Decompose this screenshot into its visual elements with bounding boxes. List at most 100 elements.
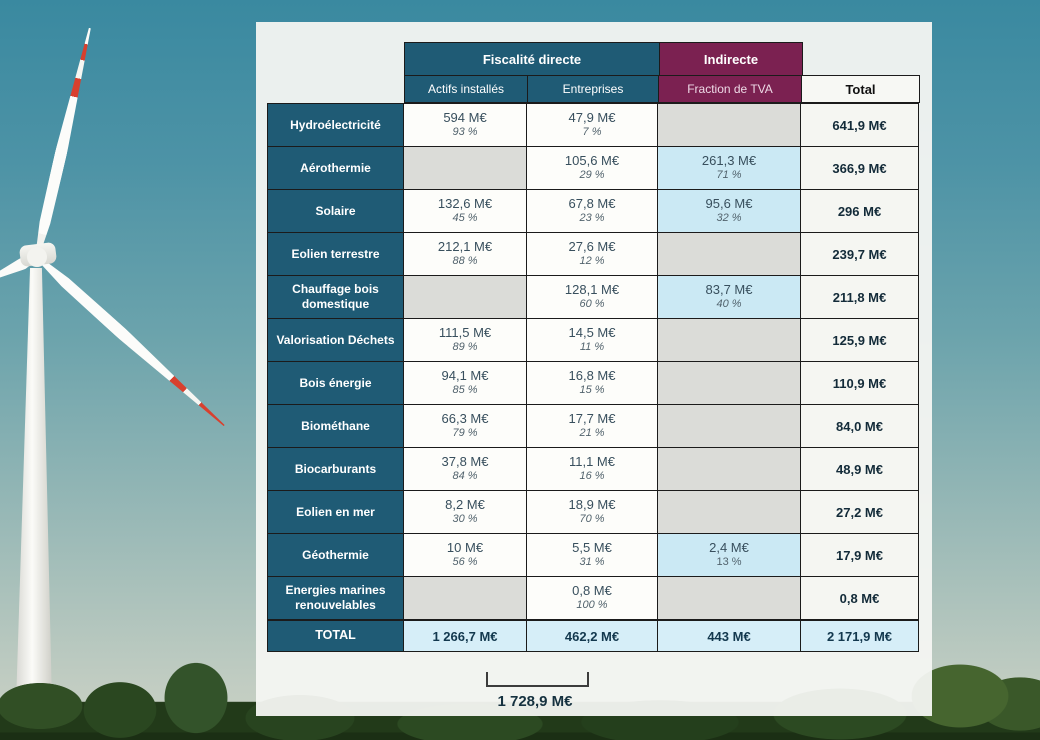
tva-percentage: 13 % (716, 555, 742, 568)
table-row: Eolien en mer 8,2 M€ 30 % 18,9 M€ 70 % 2… (267, 490, 923, 534)
cell-actifs-installes: 8,2 M€ 30 % (403, 490, 527, 534)
cell-actifs-installes: 111,5 M€ 89 % (403, 318, 527, 362)
table-row: Géothermie 10 M€ 56 % 5,5 M€ 31 % 2,4 M€… (267, 533, 923, 577)
actifs-percentage: 84 % (452, 469, 478, 482)
cell-fraction-tva: 83,7 M€ 40 % (657, 275, 801, 319)
entreprises-value: 67,8 M€ (568, 196, 616, 212)
table-row: Biocarburants 37,8 M€ 84 % 11,1 M€ 16 % … (267, 447, 923, 491)
cell-actifs-installes: 594 M€ 93 % (403, 103, 527, 147)
cell-row-total: 84,0 M€ (800, 404, 919, 448)
cell-row-total: 110,9 M€ (800, 361, 919, 405)
cell-actifs-installes: 37,8 M€ 84 % (403, 447, 527, 491)
row-label: Aérothermie (267, 146, 404, 190)
cell-entreprises: 47,9 M€ 7 % (526, 103, 658, 147)
row-label-text: Eolien terrestre (291, 246, 380, 261)
row-label-text: Chauffage bois domestique (292, 282, 379, 311)
entreprises-percentage: 29 % (579, 168, 605, 181)
direct-tax-total: 1 728,9 M€ (497, 693, 573, 710)
entreprises-percentage: 12 % (579, 254, 605, 267)
entreprises-value: 17,7 M€ (568, 411, 616, 427)
energy-tax-table: Fiscalité directe Indirecte Actifs insta… (267, 42, 923, 652)
row-total-value: 17,9 M€ (836, 547, 883, 563)
cell-entreprises: 105,6 M€ 29 % (526, 146, 658, 190)
actifs-percentage: 85 % (452, 383, 478, 396)
row-label: Energies marines renouvelables (267, 576, 404, 620)
cell-entreprises: 18,9 M€ 70 % (526, 490, 658, 534)
row-total-value: 27,2 M€ (836, 504, 883, 520)
total-entreprises-value: 462,2 M€ (564, 628, 620, 644)
header-fiscalite-directe: Fiscalité directe (404, 42, 660, 76)
cell-actifs-installes: 94,1 M€ 85 % (403, 361, 527, 405)
entreprises-value: 14,5 M€ (568, 325, 616, 341)
row-label-text: Valorisation Déchets (276, 332, 395, 347)
turbine-hub (27, 247, 47, 267)
tva-percentage: 32 % (716, 211, 742, 224)
cell-row-total: 296 M€ (800, 189, 919, 233)
actifs-value: 212,1 M€ (437, 239, 493, 255)
total-grand-cell: 2 171,9 M€ (800, 620, 919, 652)
total-row: TOTAL 1 266,7 M€ 462,2 M€ 443 M€ 2 171,9… (267, 620, 923, 652)
cell-actifs-installes (403, 576, 527, 620)
row-label: Eolien terrestre (267, 232, 404, 276)
row-total-value: 641,9 M€ (832, 117, 887, 133)
header-columns-row: Actifs installés Entreprises Fraction de… (267, 75, 923, 103)
cell-actifs-installes: 66,3 M€ 79 % (403, 404, 527, 448)
actifs-value: 111,5 M€ (438, 325, 492, 341)
row-label: Biométhane (267, 404, 404, 448)
cell-row-total: 125,9 M€ (800, 318, 919, 362)
cell-entreprises: 27,6 M€ 12 % (526, 232, 658, 276)
table-row: Valorisation Déchets 111,5 M€ 89 % 14,5 … (267, 318, 923, 362)
total-tva-value: 443 M€ (707, 628, 751, 644)
actifs-percentage: 89 % (452, 340, 478, 353)
cell-fraction-tva (657, 576, 801, 620)
row-label-text: Bois énergie (299, 375, 372, 390)
entreprises-value: 27,6 M€ (568, 239, 616, 255)
table-row: Biométhane 66,3 M€ 79 % 17,7 M€ 21 % 84,… (267, 404, 923, 448)
table-row: Eolien terrestre 212,1 M€ 88 % 27,6 M€ 1… (267, 232, 923, 276)
row-label: Eolien en mer (267, 490, 404, 534)
row-label: Hydroélectricité (267, 103, 404, 147)
row-total-value: 211,8 M€ (832, 289, 887, 305)
table-row: Hydroélectricité 594 M€ 93 % 47,9 M€ 7 %… (267, 103, 923, 147)
entreprises-value: 47,9 M€ (568, 110, 616, 126)
cell-actifs-installes (403, 146, 527, 190)
cell-row-total: 641,9 M€ (800, 103, 919, 147)
entreprises-percentage: 16 % (579, 469, 605, 482)
actifs-percentage: 93 % (452, 125, 478, 138)
entreprises-value: 128,1 M€ (564, 282, 620, 298)
header-corner-spacer (267, 42, 404, 76)
entreprises-percentage: 11 % (579, 340, 605, 353)
entreprises-value: 5,5 M€ (572, 540, 612, 556)
actifs-percentage: 56 % (452, 555, 478, 568)
tva-percentage: 40 % (716, 297, 742, 310)
cell-fraction-tva: 2,4 M€ 13 % (657, 533, 801, 577)
tva-value: 261,3 M€ (701, 153, 757, 169)
header-group-row: Fiscalité directe Indirecte (267, 42, 923, 76)
actifs-percentage: 30 % (452, 512, 478, 525)
actifs-percentage: 79 % (452, 426, 478, 439)
cell-entreprises: 0,8 M€ 100 % (526, 576, 658, 620)
row-label-text: Eolien en mer (296, 504, 375, 519)
table-body: Hydroélectricité 594 M€ 93 % 47,9 M€ 7 %… (267, 103, 923, 620)
cell-row-total: 211,8 M€ (800, 275, 919, 319)
total-grand-value: 2 171,9 M€ (826, 628, 893, 644)
entreprises-percentage: 31 % (579, 555, 605, 568)
header-right-spacer (803, 42, 922, 76)
cell-fraction-tva (657, 318, 801, 362)
cell-entreprises: 17,7 M€ 21 % (526, 404, 658, 448)
cell-fraction-tva (657, 490, 801, 534)
column-header-total: Total (801, 75, 920, 103)
actifs-value: 94,1 M€ (441, 368, 489, 384)
cell-entreprises: 67,8 M€ 23 % (526, 189, 658, 233)
cell-row-total: 239,7 M€ (800, 232, 919, 276)
column-header-actifs-label: Actifs installés (427, 82, 505, 96)
total-tva-cell: 443 M€ (657, 620, 801, 652)
table-row: Chauffage bois domestique 128,1 M€ 60 % … (267, 275, 923, 319)
cell-actifs-installes: 10 M€ 56 % (403, 533, 527, 577)
cell-row-total: 48,9 M€ (800, 447, 919, 491)
tva-percentage: 71 % (716, 168, 742, 181)
entreprises-value: 105,6 M€ (564, 153, 620, 169)
actifs-value: 66,3 M€ (441, 411, 489, 427)
cell-entreprises: 5,5 M€ 31 % (526, 533, 658, 577)
row-label: Valorisation Déchets (267, 318, 404, 362)
